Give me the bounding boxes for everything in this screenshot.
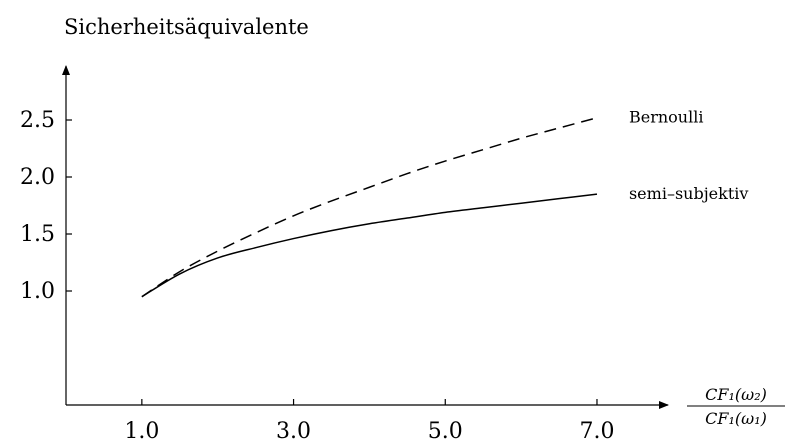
series-label: semi–subjektiv (629, 184, 748, 203)
series-layer (141, 116, 598, 298)
series-line-semi-subjektiv (141, 193, 598, 298)
x-tick-label: 5.0 (428, 419, 463, 444)
x-tick-label: 3.0 (276, 419, 311, 444)
chart-title: Sicherheitsäquivalente (64, 15, 309, 39)
series-label: Bernoulli (629, 108, 703, 127)
x-axis-label-numerator: CF₁(ω₂) (705, 385, 767, 404)
y-tick-label: 2.5 (20, 108, 55, 133)
x-tick-label: 1.0 (124, 419, 159, 444)
y-ticks: 1.0 1.5 2.0 2.5 (20, 108, 72, 304)
series-line-bernoulli (141, 116, 598, 298)
x-axis-label: CF₁(ω₂) CF₁(ω₁) (687, 385, 785, 428)
x-tick-label: 7.0 (579, 419, 614, 444)
x-ticks: 1.0 3.0 5.0 7.0 (124, 399, 614, 444)
y-tick-label: 1.0 (20, 279, 55, 304)
y-tick-label: 1.5 (20, 222, 55, 247)
x-axis-label-denominator: CF₁(ω₁) (705, 409, 767, 428)
series-labels: Bernoulli semi–subjektiv (629, 108, 748, 203)
y-tick-label: 2.0 (20, 165, 55, 190)
